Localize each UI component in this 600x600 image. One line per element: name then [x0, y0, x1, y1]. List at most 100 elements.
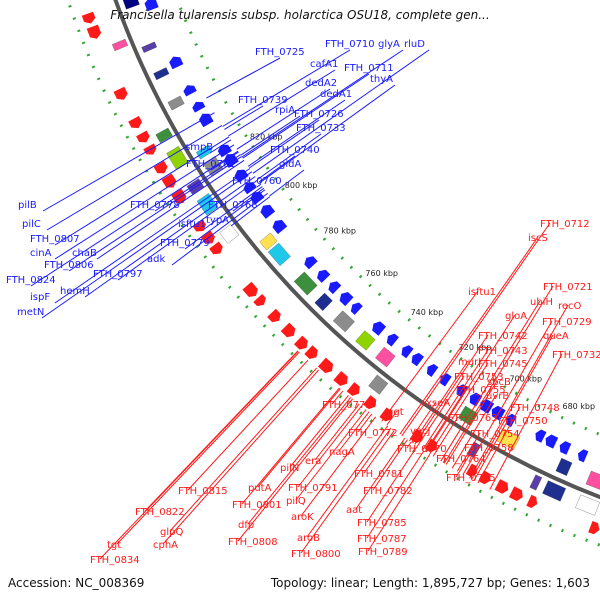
genome-title: Francisella tularensis subsp. holarctica…	[110, 8, 490, 22]
forward-cog-block	[167, 95, 185, 111]
forward-label-line	[247, 99, 346, 167]
forward-label-line	[202, 186, 263, 231]
reverse-gene-label: gloA	[505, 311, 527, 322]
forward-gene-label: ispF	[30, 292, 50, 303]
scale-label: 820 kbp	[250, 133, 283, 142]
forward-gene-label: rpiA	[275, 105, 295, 116]
reverse-gene-arrow	[253, 294, 266, 307]
reverse-gene-label: cphA	[153, 540, 178, 551]
reverse-gene-arrow	[113, 86, 128, 100]
forward-label-line	[209, 139, 232, 154]
reverse-gene-arrow	[294, 335, 308, 350]
forward-gene-arrow	[559, 441, 572, 455]
reverse-gene-arrow	[209, 241, 223, 255]
reverse-cog-block	[196, 193, 219, 216]
forward-label-line	[46, 124, 223, 231]
forward-label-line	[84, 176, 256, 298]
reverse-label-line	[300, 416, 377, 517]
forward-label-line	[228, 69, 336, 137]
reverse-label-line	[411, 429, 421, 443]
forward-gene-arrow	[183, 85, 197, 97]
reverse-label-line	[331, 390, 344, 405]
reverse-label-line	[442, 457, 447, 463]
reverse-gene-arrow	[81, 11, 96, 24]
forward-gene-arrow	[304, 256, 318, 270]
forward-gene-arrow	[401, 345, 414, 359]
forward-gene-arrow	[535, 429, 547, 443]
forward-label-line	[240, 115, 301, 156]
forward-label-line	[54, 144, 235, 260]
forward-gene-arrow	[440, 373, 452, 387]
reverse-label-line	[381, 290, 479, 422]
reverse-gene-label: FTH_0773	[322, 400, 372, 411]
reverse-gene-arrow	[317, 357, 334, 374]
reverse-gene-arrow	[128, 116, 142, 129]
reverse-gene-arrow	[280, 322, 296, 338]
reverse-gene-label: FTH_0748	[510, 403, 560, 414]
reverse-label-line	[116, 351, 300, 545]
reverse-gene-label: FTH_0791	[288, 483, 338, 494]
reverse-label-line	[471, 334, 554, 480]
forward-gene-arrow	[272, 219, 288, 235]
reverse-label-line	[338, 411, 370, 452]
forward-gene-label: FTH_0725	[255, 47, 305, 58]
reverse-label-line	[297, 405, 362, 488]
reverse-gene-label: ggt	[387, 407, 404, 418]
reverse-label-line	[357, 413, 373, 433]
reverse-gene-label: sbcB	[487, 377, 511, 388]
forward-label-line	[232, 187, 265, 212]
reverse-gene-label: FTH_0785	[357, 518, 407, 529]
reverse-label-line	[458, 446, 475, 473]
reverse-gene-label: FTH_0758	[464, 443, 514, 454]
forward-label-line	[249, 119, 320, 169]
forward-gene-label: FTH_0806	[44, 260, 94, 271]
reverse-gene-arrow	[242, 281, 258, 297]
reverse-label-line	[456, 432, 481, 472]
reverse-gene-label: pilN	[280, 463, 299, 474]
forward-gene-label: typA	[206, 215, 229, 226]
scale-label: 780 kbp	[323, 226, 356, 235]
reverse-label-line	[489, 353, 563, 490]
reverse-gene-label: glpQ	[160, 527, 183, 538]
forward-gene-arrow	[339, 292, 354, 307]
reverse-gene-label: FTH_0745	[478, 359, 528, 370]
reverse-cog-block	[155, 127, 173, 144]
forward-gene-arrow	[199, 113, 214, 128]
reverse-gene-label: murI	[458, 357, 481, 368]
reverse-label-line	[363, 430, 395, 474]
forward-cog-block	[267, 242, 291, 267]
forward-cog-block	[332, 310, 355, 333]
forward-label-line	[96, 159, 245, 260]
forward-gene-label: dedA2	[305, 78, 337, 89]
reverse-gene-label: putA	[248, 483, 272, 494]
reverse-gene-label: FTH_0789	[358, 547, 408, 558]
reverse-gene-label: era	[305, 456, 321, 467]
reverse-label-line	[412, 360, 469, 444]
reverse-cog-block	[368, 374, 389, 395]
reverse-label-line	[169, 367, 317, 532]
forward-gene-label: metN	[17, 307, 44, 318]
forward-label-line	[258, 155, 296, 183]
forward-gene-arrow	[386, 333, 399, 347]
reverse-label-line	[99, 350, 299, 560]
reverse-gene-label: FTH_0755	[456, 385, 506, 396]
scale-label: 680 kbp	[562, 402, 595, 411]
reverse-gene-label: FTH_0787	[357, 534, 407, 545]
reverse-gene-label: FTH_0712	[540, 219, 590, 230]
forward-label-line	[257, 133, 322, 180]
reverse-gene-label: FTH_0808	[228, 537, 278, 548]
reverse-gene-label: FTH_0770	[397, 444, 447, 455]
forward-gene-arrow	[144, 0, 159, 12]
forward-gene-label: chaB	[72, 248, 97, 259]
reverse-gene-arrow	[508, 486, 523, 501]
forward-gene-label: FTH_0711	[344, 63, 394, 74]
reverse-gene-label: aat	[346, 505, 362, 516]
forward-label-line	[241, 49, 404, 158]
reverse-gene-arrow	[494, 479, 509, 494]
reverse-gene-arrow	[153, 160, 168, 174]
reverse-label-line	[314, 403, 360, 461]
reverse-gene-label: FTH_0750	[498, 416, 548, 427]
reverse-label-line	[401, 222, 551, 437]
reverse-label-line	[300, 427, 392, 554]
reverse-label-line	[306, 425, 389, 538]
